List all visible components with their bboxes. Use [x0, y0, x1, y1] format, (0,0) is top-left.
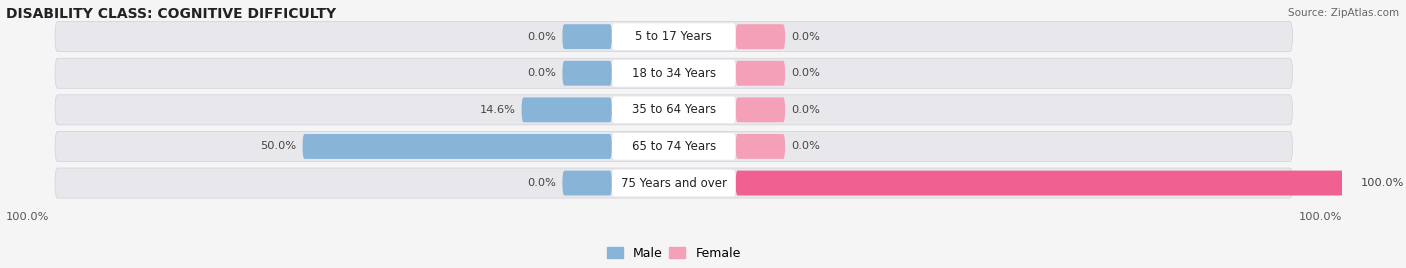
- FancyBboxPatch shape: [612, 96, 735, 123]
- FancyBboxPatch shape: [562, 61, 612, 86]
- Text: 0.0%: 0.0%: [527, 68, 557, 78]
- FancyBboxPatch shape: [302, 134, 612, 159]
- Legend: Male, Female: Male, Female: [602, 242, 745, 265]
- Text: 50.0%: 50.0%: [260, 142, 297, 151]
- Text: 0.0%: 0.0%: [792, 32, 820, 42]
- Text: 0.0%: 0.0%: [527, 178, 557, 188]
- FancyBboxPatch shape: [735, 171, 1354, 195]
- Text: 100.0%: 100.0%: [6, 212, 49, 222]
- Text: DISABILITY CLASS: COGNITIVE DIFFICULTY: DISABILITY CLASS: COGNITIVE DIFFICULTY: [6, 7, 336, 21]
- FancyBboxPatch shape: [55, 58, 1292, 88]
- FancyBboxPatch shape: [562, 24, 612, 49]
- FancyBboxPatch shape: [55, 22, 1292, 52]
- FancyBboxPatch shape: [55, 95, 1292, 125]
- Text: 35 to 64 Years: 35 to 64 Years: [631, 103, 716, 116]
- Text: 75 Years and over: 75 Years and over: [620, 177, 727, 189]
- FancyBboxPatch shape: [612, 133, 735, 160]
- FancyBboxPatch shape: [55, 168, 1292, 198]
- Text: 100.0%: 100.0%: [1361, 178, 1403, 188]
- Text: 14.6%: 14.6%: [479, 105, 516, 115]
- Text: 65 to 74 Years: 65 to 74 Years: [631, 140, 716, 153]
- FancyBboxPatch shape: [612, 23, 735, 50]
- Text: Source: ZipAtlas.com: Source: ZipAtlas.com: [1288, 8, 1399, 18]
- Text: 0.0%: 0.0%: [527, 32, 557, 42]
- FancyBboxPatch shape: [612, 170, 735, 196]
- FancyBboxPatch shape: [735, 24, 785, 49]
- Text: 18 to 34 Years: 18 to 34 Years: [631, 67, 716, 80]
- FancyBboxPatch shape: [55, 131, 1292, 161]
- FancyBboxPatch shape: [735, 134, 785, 159]
- FancyBboxPatch shape: [735, 97, 785, 122]
- FancyBboxPatch shape: [562, 171, 612, 195]
- Text: 5 to 17 Years: 5 to 17 Years: [636, 30, 711, 43]
- FancyBboxPatch shape: [612, 60, 735, 87]
- Text: 100.0%: 100.0%: [1299, 212, 1341, 222]
- FancyBboxPatch shape: [522, 97, 612, 122]
- Text: 0.0%: 0.0%: [792, 142, 820, 151]
- Text: 0.0%: 0.0%: [792, 105, 820, 115]
- FancyBboxPatch shape: [735, 61, 785, 86]
- Text: 0.0%: 0.0%: [792, 68, 820, 78]
